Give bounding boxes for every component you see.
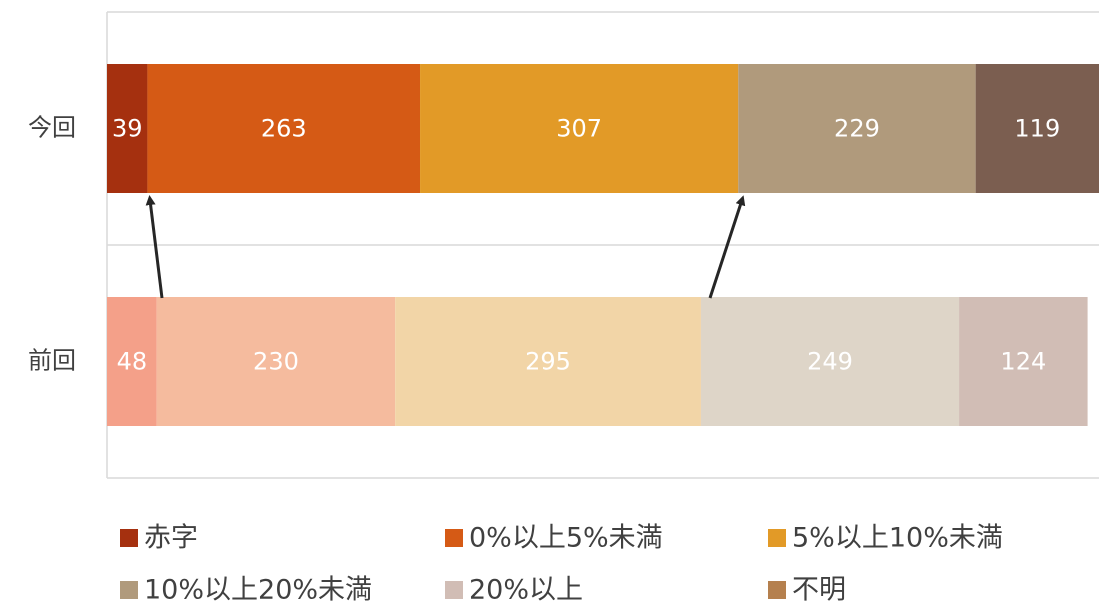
value-label: 39 — [112, 115, 143, 143]
legend-swatch — [445, 529, 463, 547]
bar-segment — [107, 297, 157, 426]
bar-segment — [420, 64, 739, 193]
value-label: 249 — [807, 348, 853, 376]
legend-label: 赤字 — [144, 523, 198, 554]
arrow — [708, 195, 746, 299]
bar-segment — [700, 297, 960, 426]
legend-label: 20%以上 — [469, 575, 583, 605]
legend: 赤字 0%以上5%未満 5%以上10%未満 10%以上20%未満 20%以上 不明 — [120, 523, 1003, 605]
value-label: 48 — [117, 348, 148, 376]
bar-segment — [738, 64, 976, 193]
value-label: 307 — [556, 115, 602, 143]
legend-label: 不明 — [792, 575, 846, 605]
legend-swatch — [768, 581, 786, 599]
value-label: 229 — [834, 115, 880, 143]
bar-segment — [975, 64, 1099, 193]
value-label: 263 — [261, 115, 307, 143]
category-label: 前回 — [28, 347, 76, 375]
legend-label: 10%以上20%未満 — [144, 575, 372, 605]
value-label: 295 — [525, 348, 571, 376]
bar-segment — [959, 297, 1088, 426]
bar-segment — [147, 64, 421, 193]
legend-swatch — [120, 581, 138, 599]
legend-swatch — [120, 529, 138, 547]
legend-swatch — [768, 529, 786, 547]
legend-label: 0%以上5%未満 — [469, 523, 663, 554]
value-label: 230 — [253, 348, 299, 376]
arrow — [145, 195, 164, 299]
legend-swatch — [445, 581, 463, 599]
legend-label: 5%以上10%未満 — [792, 523, 1003, 554]
bar-segment — [395, 297, 701, 426]
value-label: 124 — [1000, 348, 1046, 376]
category-label: 今回 — [28, 114, 76, 142]
bar-segment — [156, 297, 396, 426]
bar-segment — [107, 64, 148, 193]
bars: 39 263 307 229 119 48 230 295 249 124 — [107, 64, 1099, 426]
value-label: 119 — [1014, 115, 1060, 143]
